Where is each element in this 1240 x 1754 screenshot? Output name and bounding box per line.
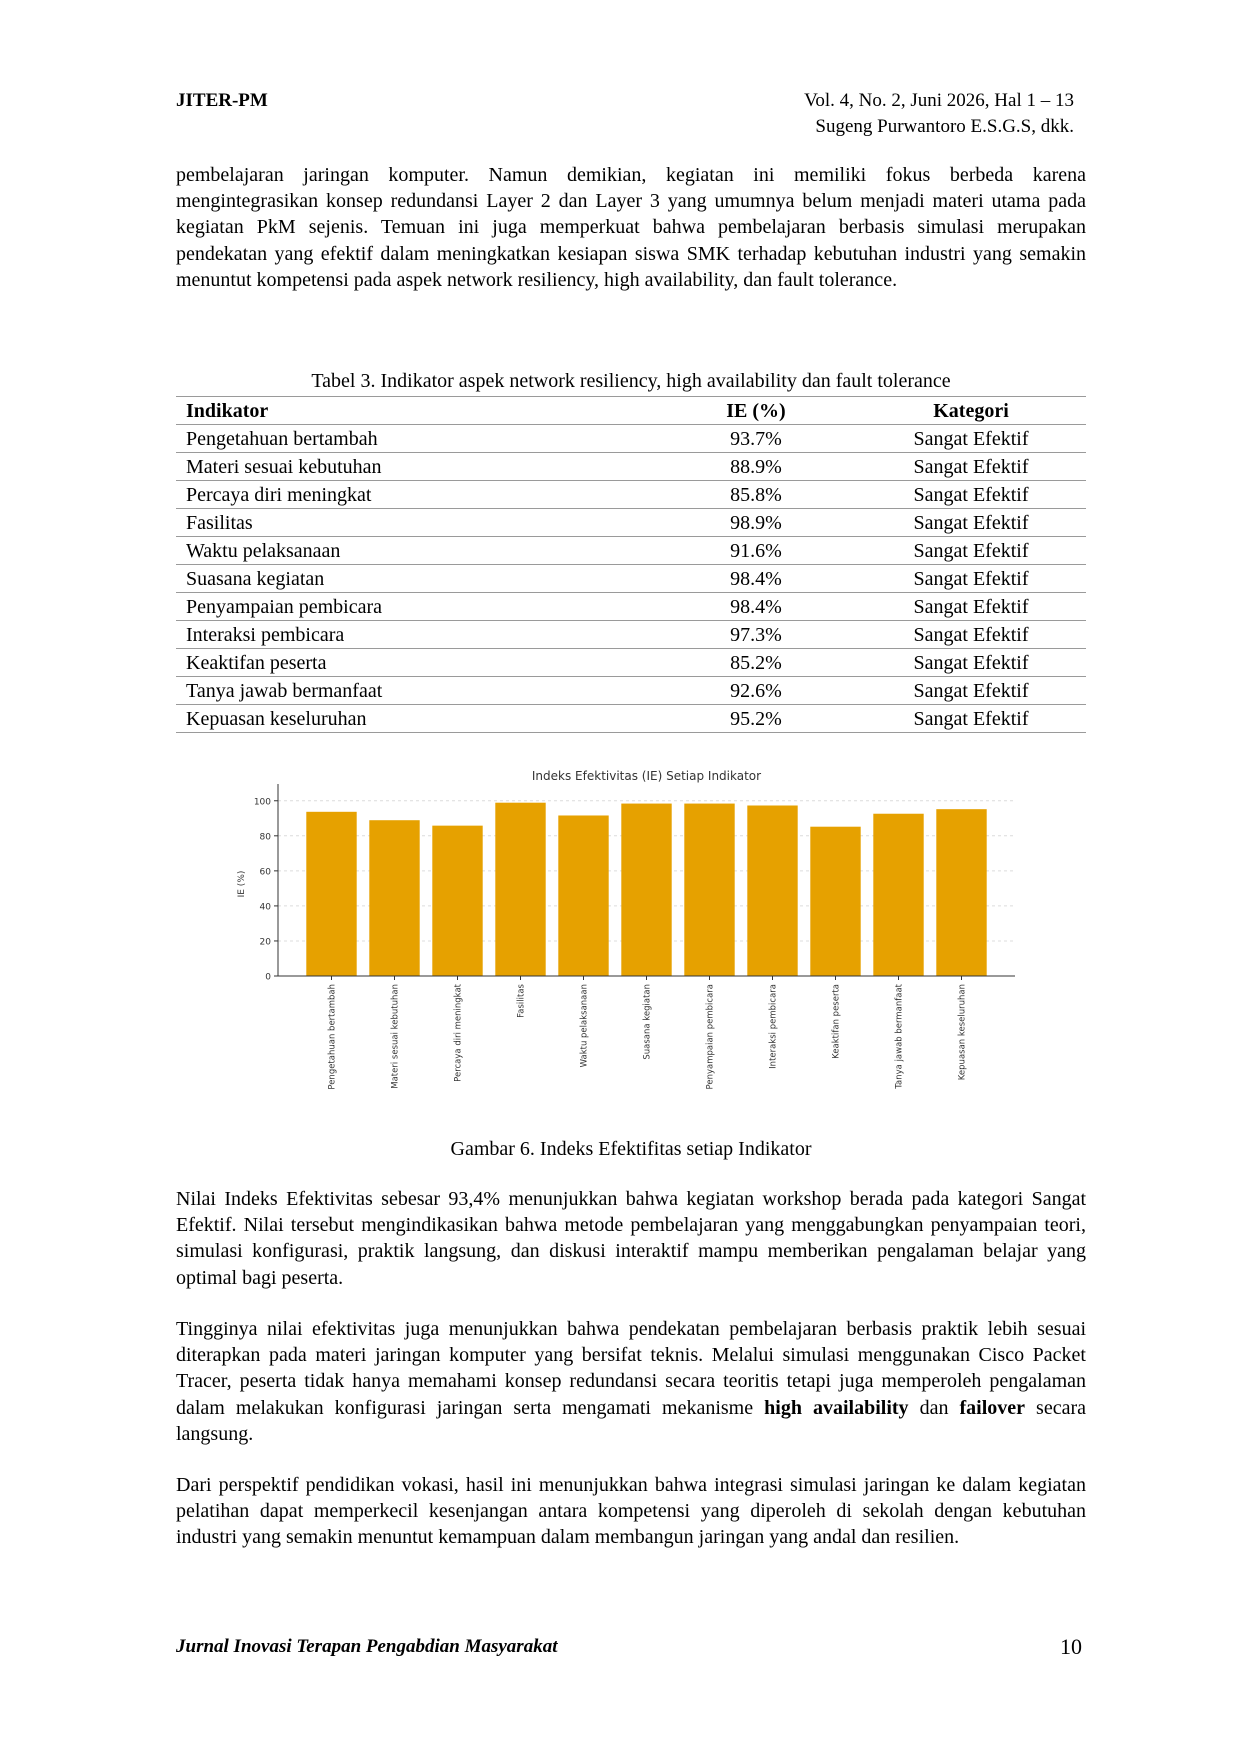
y-tick-label: 60 [260,867,272,877]
y-tick-label: 0 [265,973,271,983]
cell-indikator: Suasana kegiatan [176,564,656,593]
table-header-row: Indikator IE (%) Kategori [176,396,1086,425]
table-row: Materi sesuai kebutuhan 88.9% Sangat Efe… [176,452,1086,481]
table-row: Pengetahuan bertambah 93.7% Sangat Efekt… [176,424,1086,453]
paragraph-practice-text: Tingginya nilai efektivitas juga menunju… [176,1318,1086,1419]
y-tick-label: 20 [260,937,272,947]
cell-indikator: Kepuasan keseluruhan [176,704,656,733]
volume-info: Vol. 4, No. 2, Juni 2026, Hal 1 – 13 [804,90,1074,111]
cell-ie: 85.8% [656,480,856,509]
cell-indikator: Penyampaian pembicara [176,592,656,621]
paragraph-practice: Tingginya nilai efektivitas juga menunju… [176,1316,1086,1447]
x-tick-label: Materi sesuai kebutuhan [391,984,401,1089]
cell-ie: 98.4% [656,564,856,593]
cell-ie: 95.2% [656,704,856,733]
y-axis-label: IE (%) [237,871,247,898]
bar [495,802,546,976]
cell-ie: 91.6% [656,536,856,565]
cell-kategori: Sangat Efektif [856,536,1086,565]
table-row: Tanya jawab bermanfaat 92.6% Sangat Efek… [176,676,1086,705]
effectiveness-chart: Indeks Efektivitas (IE) Setiap Indikator… [220,758,1040,1108]
x-tick-label: Keaktifan peserta [832,984,842,1059]
paragraph-practice-end: secara langsung. [176,1396,1086,1445]
chart-title: Indeks Efektivitas (IE) Setiap Indikator [532,769,761,783]
cell-ie: 98.4% [656,592,856,621]
bar [747,805,798,976]
bar [873,813,924,976]
journal-abbreviation: JITER-PM [176,90,268,111]
paragraph-practice-connector: dan [908,1396,960,1419]
table-row: Waktu pelaksanaan 91.6% Sangat Efektif [176,536,1086,565]
bar [810,826,861,976]
bar [936,809,987,976]
column-header-ie: IE (%) [656,396,856,425]
bar [684,803,735,976]
table-row: Suasana kegiatan 98.4% Sangat Efektif [176,564,1086,593]
cell-indikator: Keaktifan peserta [176,648,656,677]
figure-caption: Gambar 6. Indeks Efektifitas setiap Indi… [450,1138,812,1160]
paragraph-vocational: Dari perspektif pendidikan vokasi, hasil… [176,1474,1086,1549]
cell-ie: 92.6% [656,676,856,705]
x-tick-label: Percaya diri meningkat [454,983,464,1082]
cell-indikator: Interaksi pembicara [176,620,656,649]
cell-kategori: Sangat Efektif [856,508,1086,537]
table-caption: Tabel 3. Indikator aspek network resilie… [311,370,951,392]
table-row: Kepuasan keseluruhan 95.2% Sangat Efekti… [176,704,1086,733]
column-header-kategori: Kategori [856,396,1086,425]
x-tick-label: Interaksi pembicara [769,984,779,1069]
cell-kategori: Sangat Efektif [856,620,1086,649]
cell-ie: 97.3% [656,620,856,649]
bar-chart: Indeks Efektivitas (IE) Setiap Indikator… [237,769,1015,1090]
cell-indikator: Fasilitas [176,508,656,537]
cell-indikator: Tanya jawab bermanfaat [176,676,656,705]
header-right: Vol. 4, No. 2, Juni 2026, Hal 1 – 13 Sug… [804,88,1074,140]
cell-kategori: Sangat Efektif [856,648,1086,677]
page-number: 10 [1060,1634,1082,1659]
cell-kategori: Sangat Efektif [856,452,1086,481]
table-row: Percaya diri meningkat 85.8% Sangat Efek… [176,480,1086,509]
x-tick-label: Pengetahuan bertambah [328,984,338,1090]
cell-kategori: Sangat Efektif [856,564,1086,593]
cell-kategori: Sangat Efektif [856,480,1086,509]
cell-ie: 93.7% [656,424,856,453]
term-high-availability: high availability [764,1396,909,1419]
bar [432,825,483,976]
x-tick-label: Suasana kegiatan [643,984,653,1060]
paragraph-effectiveness: Nilai Indeks Efektivitas sebesar 93,4% m… [176,1188,1086,1289]
column-header-indikator: Indikator [176,396,656,425]
y-tick-label: 100 [254,797,271,807]
table-row: Interaksi pembicara 97.3% Sangat Efektif [176,620,1086,649]
cell-kategori: Sangat Efektif [856,676,1086,705]
cell-ie: 88.9% [656,452,856,481]
bar [369,820,420,976]
x-tick-label: Penyampaian pembicara [706,984,716,1089]
cell-indikator: Waktu pelaksanaan [176,536,656,565]
bar [621,803,672,976]
table-row: Keaktifan peserta 85.2% Sangat Efektif [176,648,1086,677]
cell-indikator: Pengetahuan bertambah [176,424,656,453]
bar [558,815,609,976]
cell-kategori: Sangat Efektif [856,704,1086,733]
y-tick-label: 40 [260,902,272,912]
x-tick-label: Waktu pelaksanaan [580,984,590,1067]
table-row: Fasilitas 98.9% Sangat Efektif [176,508,1086,537]
journal-name: Jurnal Inovasi Terapan Pengabdian Masyar… [176,1636,558,1657]
cell-kategori: Sangat Efektif [856,592,1086,621]
bar [306,811,357,976]
paragraph-intro: pembelajaran jaringan komputer. Namun de… [176,164,1086,291]
x-tick-label: Kepuasan keseluruhan [958,984,968,1080]
x-tick-label: Fasilitas [517,983,527,1017]
cell-kategori: Sangat Efektif [856,424,1086,453]
cell-ie: 85.2% [656,648,856,677]
table-row: Penyampaian pembicara 98.4% Sangat Efekt… [176,592,1086,621]
term-failover: failover [959,1396,1026,1419]
authors: Sugeng Purwantoro E.S.G.S, dkk. [815,116,1074,137]
cell-indikator: Materi sesuai kebutuhan [176,452,656,481]
cell-ie: 98.9% [656,508,856,537]
x-tick-label: Tanya jawab bermanfaat [895,983,905,1089]
cell-indikator: Percaya diri meningkat [176,480,656,509]
y-tick-label: 80 [260,832,272,842]
indicator-table: Indikator IE (%) Kategori Pengetahuan be… [176,396,1086,733]
